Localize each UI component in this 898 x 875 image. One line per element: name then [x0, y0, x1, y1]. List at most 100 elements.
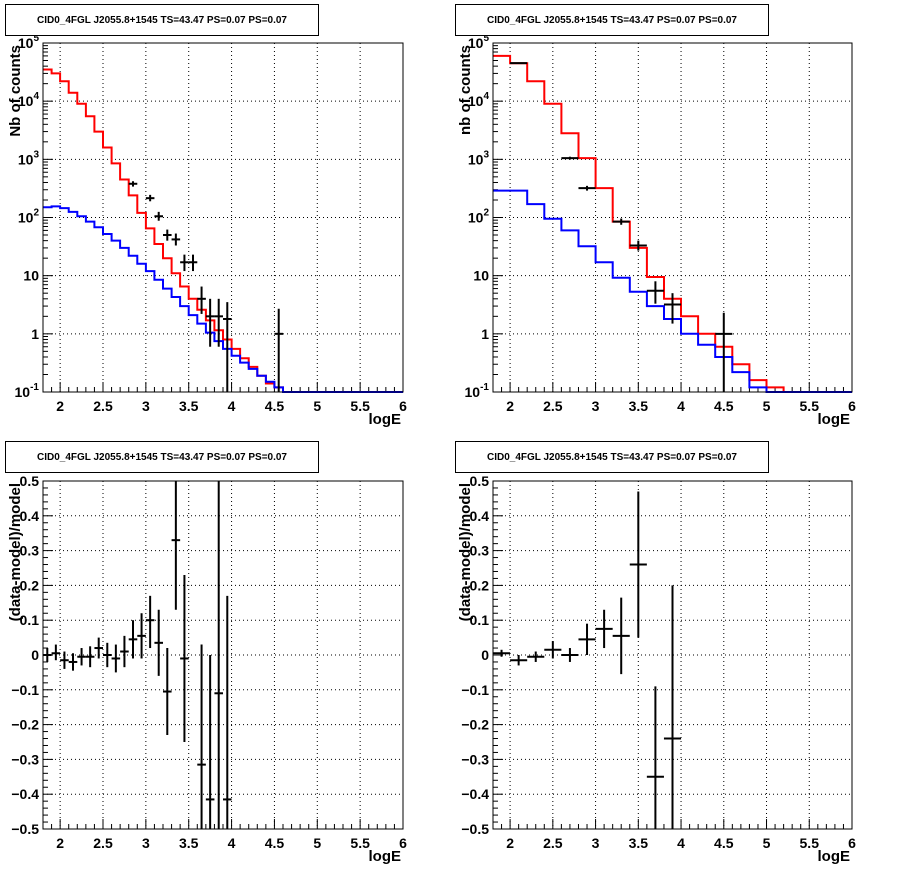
x-axis-label: logE — [818, 848, 851, 865]
data-point — [214, 481, 223, 829]
data-point — [663, 585, 682, 829]
y-tick-label: 105 — [468, 33, 490, 51]
x-tick-label: 4 — [228, 835, 236, 851]
x-tick-label: 5 — [763, 835, 771, 851]
chart-title-top-right: CID0_4FGL J2055.8+1545 TS=43.47 PS=0.07 … — [455, 4, 769, 36]
series-component_model — [493, 189, 852, 393]
data-point — [145, 194, 155, 202]
y-tick-label: −0.1 — [461, 682, 489, 698]
data-point — [171, 481, 181, 610]
x-tick-label: 2 — [56, 835, 64, 851]
series-total_model — [493, 54, 852, 393]
y-tick-label: 10 — [23, 268, 39, 284]
y-tick-label: 10 — [473, 268, 489, 284]
x-tick-label: 5.5 — [350, 835, 370, 851]
data-point — [223, 302, 232, 392]
y-tick-label: 1 — [31, 326, 39, 342]
x-tick-label: 6 — [399, 835, 407, 851]
x-axis-label: logE — [818, 411, 851, 428]
data-points — [510, 62, 733, 392]
y-tick-label: 0.1 — [470, 612, 490, 628]
data-point — [94, 637, 103, 659]
x-tick-label: 2.5 — [543, 398, 563, 414]
y-tick-label: 103 — [18, 149, 40, 167]
y-tick-label: −0.5 — [11, 821, 39, 837]
data-point — [274, 308, 283, 392]
y-tick-label: 0.4 — [20, 508, 40, 524]
y-axis-label: (data-model)/model — [457, 483, 474, 621]
y-tick-label: 105 — [18, 33, 40, 51]
y-tick-label: −0.2 — [461, 717, 489, 733]
x-tick-label: 3 — [592, 398, 600, 414]
data-point — [544, 641, 562, 659]
y-tick-label: 0.5 — [470, 473, 490, 489]
data-point — [493, 649, 511, 657]
y-tick-label: −0.1 — [11, 682, 39, 698]
data-point — [197, 286, 206, 314]
data-point — [51, 644, 61, 661]
data-point — [205, 655, 215, 829]
y-tick-label: −0.3 — [461, 751, 489, 767]
data-point — [629, 240, 647, 251]
data-point — [120, 635, 129, 668]
data-point — [68, 653, 78, 671]
x-tick-label: 4.5 — [265, 398, 285, 414]
y-tick-label: 10-1 — [465, 382, 490, 400]
data-point — [85, 646, 95, 668]
x-tick-label: 6 — [848, 398, 856, 414]
chart-3: 2 2.5 3 3.5 4 4.5 5 5.5 6 −0.5 −0.4 −0.3 −0.2 −0.1 0 0.… — [457, 473, 856, 865]
data-point — [43, 648, 52, 662]
data-point — [578, 623, 596, 655]
data-point — [214, 298, 223, 347]
data-point — [561, 648, 579, 662]
x-tick-label: 3.5 — [629, 398, 649, 414]
x-tick-label: 3.5 — [179, 835, 199, 851]
chart-title-bottom-left: CID0_4FGL J2055.8+1545 TS=43.47 PS=0.07 … — [5, 441, 319, 473]
data-point — [223, 595, 232, 829]
x-tick-label: 2.5 — [93, 398, 113, 414]
x-tick-label: 2 — [506, 398, 514, 414]
y-tick-label: −0.4 — [461, 786, 489, 802]
y-tick-label: 0.3 — [470, 543, 490, 559]
data-points — [493, 491, 682, 829]
x-tick-label: 5.5 — [350, 398, 370, 414]
data-point — [646, 686, 664, 829]
data-point — [128, 620, 138, 659]
tick-marks — [492, 480, 853, 830]
y-axis-label: nb of counts — [457, 45, 474, 135]
x-tick-label: 3 — [142, 835, 150, 851]
tick-marks — [492, 42, 853, 393]
y-axis-label: Nb of counts — [7, 45, 24, 137]
y-tick-label: −0.2 — [11, 717, 39, 733]
x-tick-label: 4.5 — [714, 835, 734, 851]
data-point — [180, 574, 189, 742]
data-point — [154, 211, 163, 221]
y-tick-label: 0.3 — [20, 543, 40, 559]
x-tick-label: 5 — [313, 835, 321, 851]
x-tick-label: 6 — [399, 398, 407, 414]
data-point — [197, 644, 206, 829]
x-tick-label: 3 — [142, 398, 150, 414]
y-tick-label: 1 — [481, 326, 489, 342]
y-tick-label: 0.5 — [20, 473, 40, 489]
chart-2: 2 2.5 3 3.5 4 4.5 5 5.5 6 −0.5 −0.4 −0.3 −0.2 −0.1 0 0.… — [7, 473, 407, 865]
y-tick-label: 102 — [18, 208, 40, 226]
x-tick-label: 4.5 — [714, 398, 734, 414]
y-tick-label: 10-1 — [15, 382, 40, 400]
plot-frame — [42, 480, 404, 830]
data-point — [561, 156, 579, 160]
data-point — [103, 642, 112, 668]
data-point — [171, 233, 181, 246]
y-tick-label: −0.5 — [461, 821, 489, 837]
plot-frame — [492, 42, 853, 393]
y-axis-label: (data-model)/model — [7, 483, 24, 621]
x-tick-label: 4.5 — [265, 835, 285, 851]
data-point — [663, 293, 682, 324]
chart-title-top-left: CID0_4FGL J2055.8+1545 TS=43.47 PS=0.07 … — [5, 4, 319, 36]
data-point — [128, 181, 138, 187]
y-tick-label: −0.3 — [11, 751, 39, 767]
x-tick-label: 2.5 — [543, 835, 563, 851]
y-tick-label: 0.2 — [470, 577, 490, 593]
data-point — [163, 648, 172, 736]
y-tick-label: 0 — [31, 647, 39, 663]
